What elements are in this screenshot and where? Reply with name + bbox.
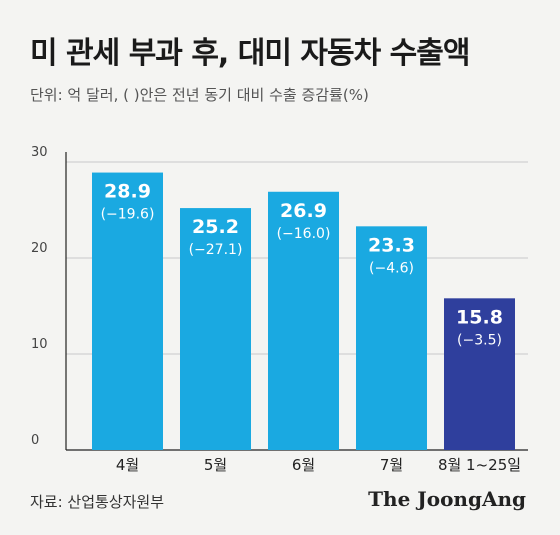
x-tick-label: 5월: [204, 456, 227, 474]
bar: [268, 191, 339, 450]
chart-subtitle: 단위: 억 달러, ( )안은 전년 동기 대비 수출 증감률(%): [30, 86, 369, 104]
bar: [180, 208, 251, 450]
bar-change-label: (−4.6): [369, 260, 414, 276]
y-tick-label: 0: [31, 433, 39, 448]
bar-value-label: 15.8: [456, 306, 503, 328]
bar: [92, 172, 163, 450]
bar: [356, 226, 427, 450]
x-tick-label: 7월: [380, 456, 403, 474]
bar-value-label: 28.9: [104, 181, 151, 203]
x-tick-label: 6월: [292, 456, 315, 474]
y-tick-label: 20: [31, 241, 48, 256]
bar: [444, 298, 515, 450]
bar-change-label: (−19.6): [101, 207, 155, 223]
source-note: 자료: 산업통상자원부: [30, 493, 165, 511]
y-tick-label: 10: [31, 337, 48, 352]
y-tick-label: 30: [31, 145, 48, 160]
bar-value-label: 26.9: [280, 200, 327, 222]
bar-value-label: 25.2: [192, 216, 239, 238]
x-tick-label: 4월: [116, 456, 139, 474]
bar-value-label: 23.3: [368, 234, 415, 256]
bar-change-label: (−16.0): [277, 226, 331, 242]
x-tick-label: 8월 1~25일: [438, 456, 521, 474]
bar-change-label: (−3.5): [457, 332, 502, 348]
chart-title: 미 관세 부과 후, 대미 자동차 수출액: [30, 36, 470, 71]
publisher-logo: The JoongAng: [368, 487, 526, 511]
bar-change-label: (−27.1): [189, 242, 243, 258]
